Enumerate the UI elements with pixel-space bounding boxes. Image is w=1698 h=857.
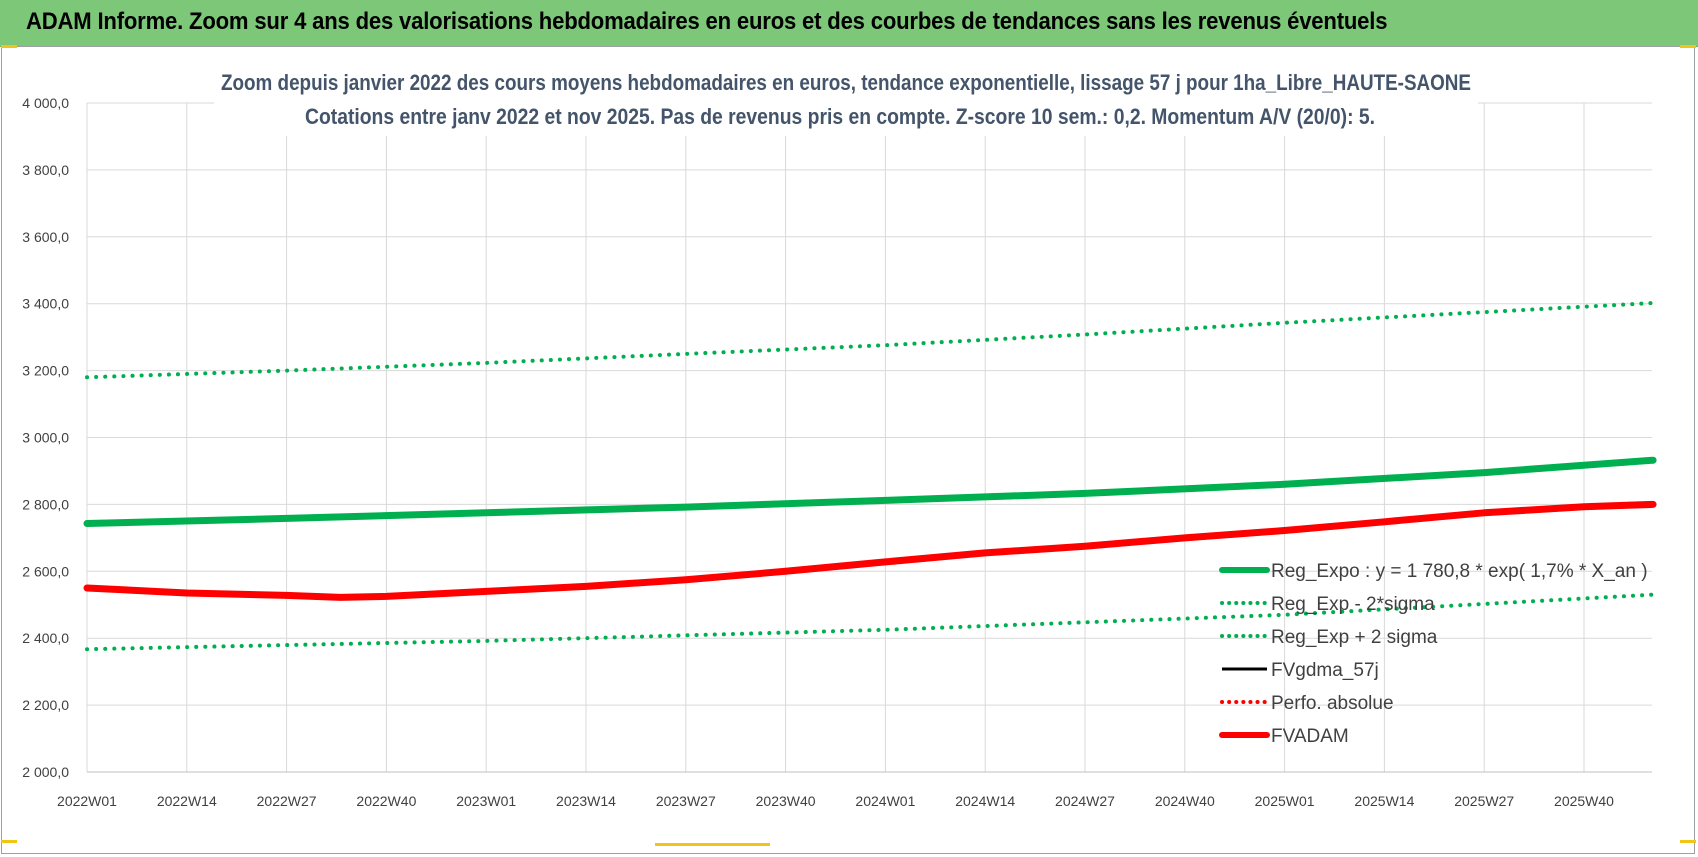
x-tick-label: 2023W01 bbox=[456, 793, 516, 809]
y-tick-label: 3 200,0 bbox=[22, 363, 69, 379]
x-tick-label: 2022W40 bbox=[356, 793, 416, 809]
y-tick-label: 3 800,0 bbox=[22, 162, 69, 178]
corner-marker-bottom-left bbox=[1, 840, 17, 843]
y-tick-label: 3 000,0 bbox=[22, 430, 69, 446]
x-axis-ticks: 2022W01 2022W14 2022W27 2022W40 2023W01 2023W… bbox=[57, 793, 1614, 809]
legend-label-3: Reg_Exp + 2 sigma bbox=[1271, 627, 1438, 648]
x-tick-label: 2023W14 bbox=[556, 793, 616, 809]
legend-label-4: FVgdma_57j bbox=[1271, 660, 1379, 681]
x-tick-label: 2022W01 bbox=[57, 793, 117, 809]
report-title: ADAM Informe. Zoom sur 4 ans des valoris… bbox=[26, 8, 1388, 35]
legend-label-5: Perfo. absolue bbox=[1271, 693, 1394, 714]
series-line-1 bbox=[83, 456, 1657, 527]
x-tick-label: 2025W01 bbox=[1255, 793, 1315, 809]
legend: Reg_Expo : y = 1 780,8 * exp( 1,7% * X_a… bbox=[1219, 561, 1648, 747]
x-tick-label: 2024W40 bbox=[1155, 793, 1215, 809]
y-tick-label: 4 000,0 bbox=[22, 95, 69, 111]
chart-title-line2: Cotations entre janv 2022 et nov 2025. P… bbox=[305, 104, 1375, 129]
legend-label-6: FVADAM bbox=[1271, 726, 1349, 747]
y-tick-label: 2 600,0 bbox=[22, 563, 69, 579]
x-tick-label: 2022W27 bbox=[257, 793, 317, 809]
legend-label-2: Reg_Exp - 2*sigma bbox=[1271, 594, 1435, 615]
chart-title-line1: Zoom depuis janvier 2022 des cours moyen… bbox=[221, 70, 1471, 95]
x-tick-label: 2025W40 bbox=[1554, 793, 1614, 809]
grid-lines bbox=[86, 102, 1652, 773]
y-tick-label: 2 800,0 bbox=[22, 496, 69, 512]
y-tick-label: 2 400,0 bbox=[22, 630, 69, 646]
x-tick-label: 2025W14 bbox=[1354, 793, 1414, 809]
y-tick-label: 3 400,0 bbox=[22, 296, 69, 312]
series-line-3 bbox=[85, 301, 1656, 380]
x-tick-label: 2023W27 bbox=[656, 793, 716, 809]
title-banner: ADAM Informe. Zoom sur 4 ans des valoris… bbox=[0, 0, 1698, 47]
y-axis-ticks: 2 000,0 2 200,0 2 400,0 2 600,0 2 800,0 3 000… bbox=[22, 95, 69, 780]
legend-label-1: Reg_Expo : y = 1 780,8 * exp( 1,7% * X_a… bbox=[1271, 561, 1648, 582]
x-tick-label: 2024W01 bbox=[855, 793, 915, 809]
x-tick-label: 2025W27 bbox=[1454, 793, 1514, 809]
series-lines bbox=[83, 301, 1657, 652]
corner-marker-bottom-center bbox=[655, 843, 770, 846]
x-tick-label: 2022W14 bbox=[157, 793, 217, 809]
y-tick-label: 3 600,0 bbox=[22, 229, 69, 245]
x-tick-label: 2024W14 bbox=[955, 793, 1015, 809]
corner-marker-bottom-right bbox=[1680, 840, 1696, 843]
y-tick-label: 2 200,0 bbox=[22, 697, 69, 713]
corner-marker-top-left bbox=[1, 45, 17, 48]
x-tick-label: 2023W40 bbox=[756, 793, 816, 809]
y-tick-label: 2 000,0 bbox=[22, 764, 69, 780]
series-line-2 bbox=[85, 592, 1656, 652]
series-line-6 bbox=[83, 500, 1657, 601]
chart-frame bbox=[1, 46, 1695, 854]
chart-title-background bbox=[214, 72, 1478, 136]
x-tick-label: 2024W27 bbox=[1055, 793, 1115, 809]
corner-marker-top-right bbox=[1680, 45, 1696, 48]
